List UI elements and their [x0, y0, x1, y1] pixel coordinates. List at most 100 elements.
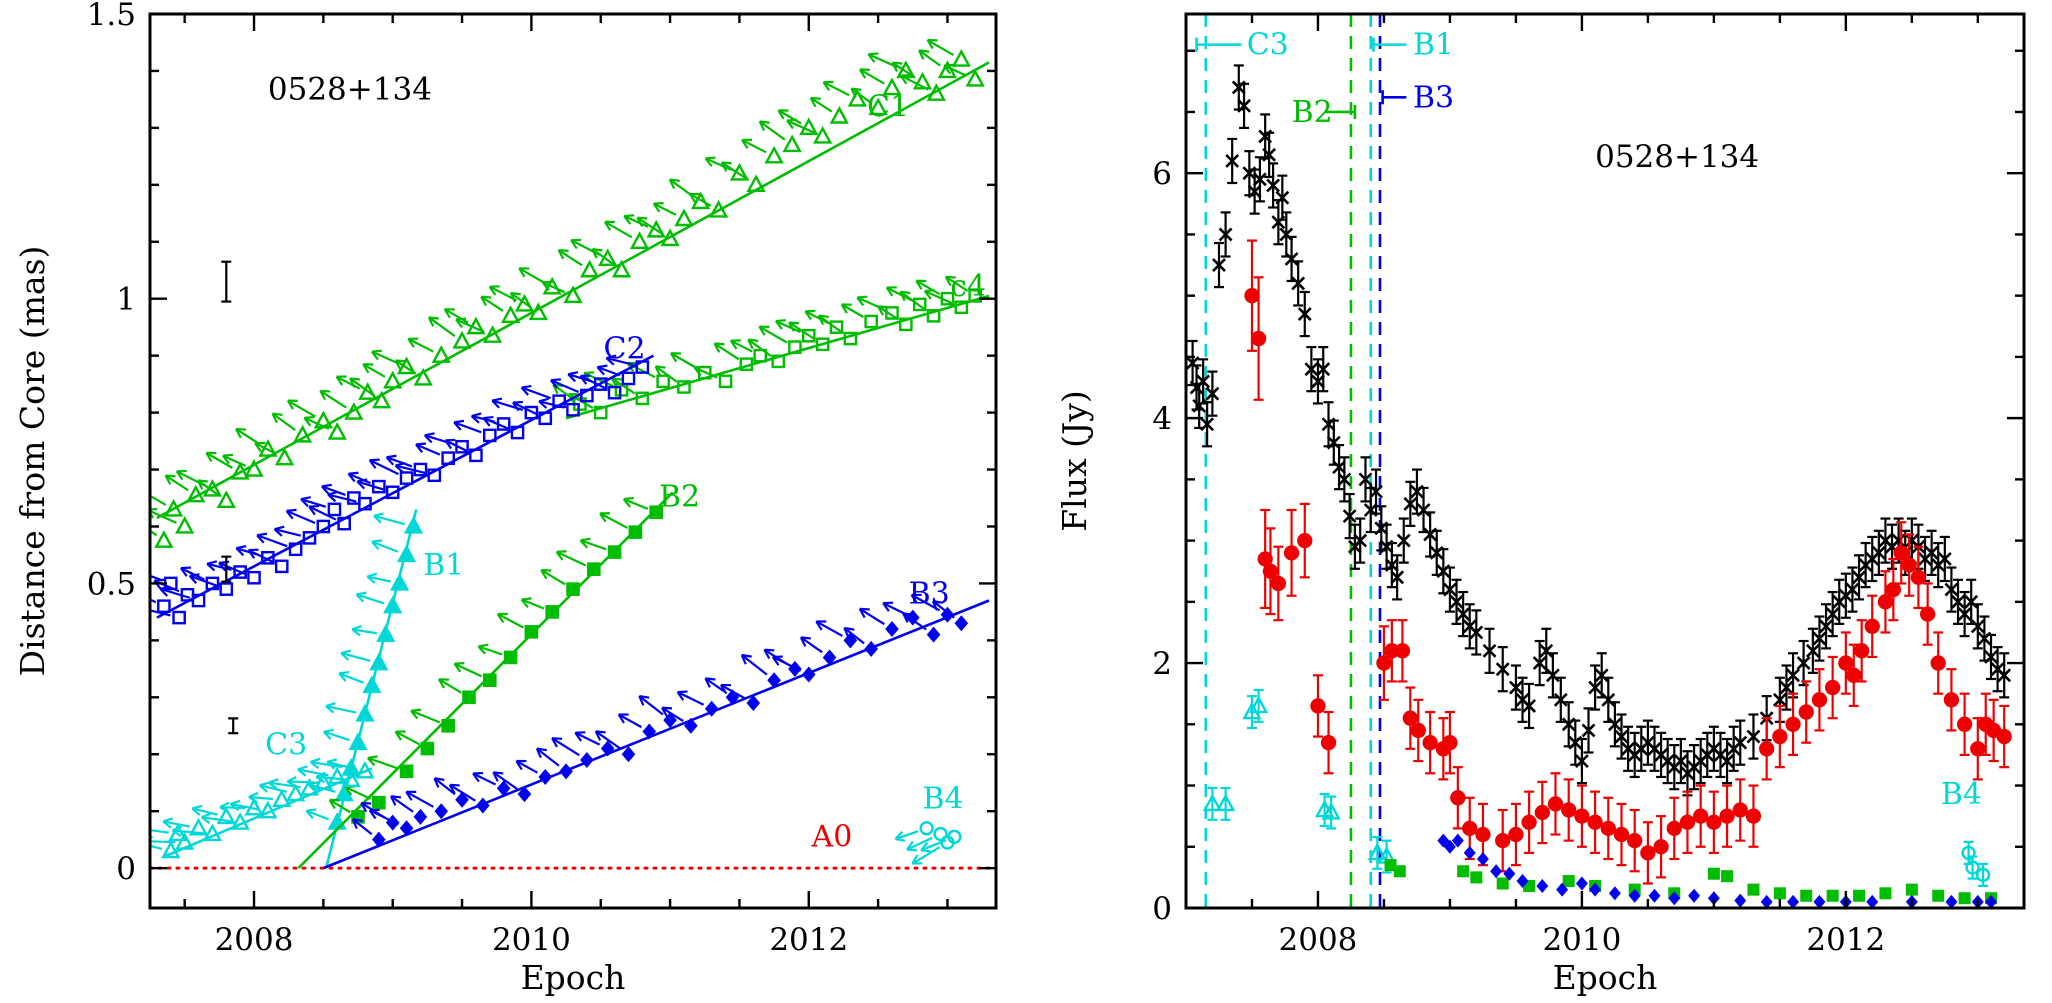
data-point: [528, 302, 548, 321]
motion-arrow: [410, 709, 441, 724]
data-point: [677, 380, 691, 394]
motion-arrow: [352, 628, 378, 635]
data-point: [233, 565, 247, 579]
motion-arrow: [777, 109, 802, 125]
data-point: [954, 615, 969, 632]
data-point: [157, 599, 171, 614]
motion-arrow: [841, 303, 864, 318]
legend-label-B2: B2: [1292, 95, 1333, 130]
data-point: [274, 447, 295, 466]
motion-arrow: [924, 289, 954, 305]
data-point: [788, 340, 802, 354]
series-B1: [305, 509, 424, 869]
annotation-C3: C3: [265, 727, 307, 762]
plot-frame: [148, 12, 998, 910]
annotation-0528+134: 0528+134: [268, 71, 432, 107]
motion-arrow: [306, 809, 330, 821]
data-point: [1248, 695, 1269, 714]
data-point: [739, 357, 754, 371]
left-panel-component-distance: 2008 2010 2012 0 0.5 1 1.5 Epoch Distance from C…: [13, 0, 998, 997]
motion-arrow: [618, 713, 642, 729]
y-tick-label: 0: [1152, 891, 1172, 927]
motion-arrow: [197, 479, 220, 497]
data-point: [372, 831, 386, 848]
motion-arrow: [911, 846, 941, 865]
data-point: [496, 780, 511, 797]
data-point: [1451, 833, 1464, 848]
motion-arrow: [772, 656, 802, 672]
motion-arrow: [428, 316, 456, 338]
data-point: [1402, 710, 1418, 726]
motion-arrow: [395, 464, 426, 475]
data-point: [968, 289, 982, 303]
motion-arrow: [444, 439, 469, 453]
motion-arrow: [395, 730, 420, 746]
motion-arrow: [591, 248, 615, 266]
data-point: [1901, 557, 1917, 573]
series-B4: [1961, 840, 1991, 888]
data-point: [1707, 867, 1720, 880]
motion-arrow: [340, 651, 371, 662]
data-point: [642, 723, 657, 740]
data-point: [396, 544, 417, 563]
motion-arrow: [815, 620, 844, 637]
motion-arrow: [895, 830, 919, 841]
data-point: [621, 371, 636, 386]
motion-arrow: [150, 509, 177, 524]
fit-line: [322, 599, 990, 870]
axes-ticks: [1184, 14, 2024, 910]
data-point: [230, 812, 250, 830]
motion-arrow: [373, 514, 406, 526]
data-point: [1640, 845, 1656, 861]
data-point: [1556, 882, 1569, 897]
fit-line: [156, 354, 655, 619]
data-point: [580, 751, 594, 768]
data-point: [348, 732, 368, 751]
data-point: [864, 640, 878, 657]
data-point: [690, 191, 711, 210]
motion-arrow: [721, 161, 750, 181]
data-point: [1679, 814, 1696, 830]
data-point: [1965, 860, 1980, 875]
data-point: [674, 208, 694, 227]
motion-arrow: [859, 607, 885, 626]
data-point: [1773, 887, 1786, 900]
motion-arrow: [367, 575, 392, 583]
data-point: [1250, 330, 1267, 347]
data-point: [1476, 852, 1489, 867]
data-point: [1321, 801, 1341, 820]
motion-arrow: [515, 760, 538, 774]
motion-arrow: [159, 587, 191, 599]
data-point: [1879, 887, 1892, 900]
motion-arrow: [677, 691, 705, 706]
series-C3: [1202, 688, 1397, 874]
motion-arrow: [352, 818, 373, 835]
data-point: [746, 695, 761, 712]
motion-arrow: [741, 654, 768, 676]
data-point: [1893, 545, 1909, 561]
data-point: [580, 259, 600, 278]
motion-arrow: [162, 820, 190, 828]
data-point: [753, 348, 768, 363]
motion-arrow: [325, 705, 357, 714]
data-point: [829, 320, 844, 334]
data-point: [580, 388, 594, 403]
x-axis-title: Epoch: [521, 958, 626, 997]
data-point: [482, 673, 497, 688]
data-point: [926, 308, 941, 323]
data-point: [431, 345, 451, 363]
data-point: [607, 545, 622, 559]
data-point: [172, 610, 186, 625]
plot-area: [1186, 14, 2012, 908]
motion-arrow: [551, 737, 580, 757]
data-point: [1490, 864, 1503, 879]
data-point: [1384, 643, 1400, 659]
y-tick-label: 1: [116, 282, 136, 318]
motion-arrow: [367, 756, 399, 770]
data-point: [188, 817, 209, 836]
data-point: [1853, 889, 1866, 902]
data-point: [272, 789, 292, 808]
axes-ticks: [150, 12, 996, 908]
data-point: [524, 405, 539, 420]
motion-arrow: [606, 357, 634, 366]
